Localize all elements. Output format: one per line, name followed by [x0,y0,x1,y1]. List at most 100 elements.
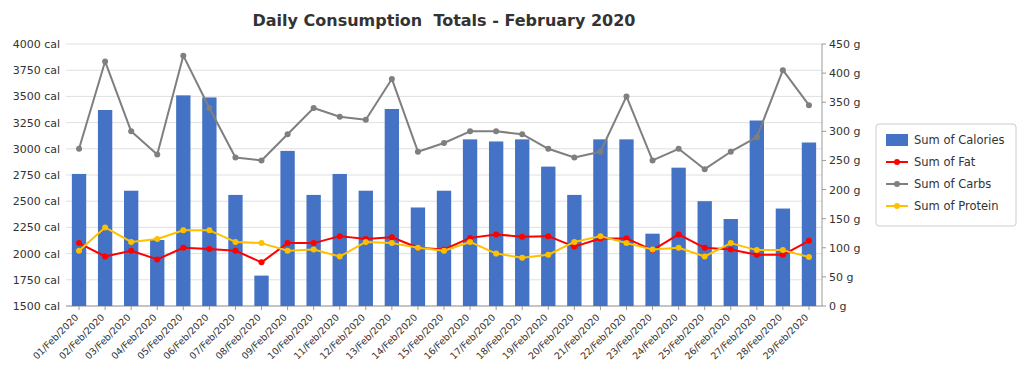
marker [415,245,421,251]
x-tick-label: 29/Feb/2020 [761,312,811,362]
marker [467,239,473,245]
marker [102,254,108,260]
bar [385,109,399,306]
marker [389,240,395,246]
y-tick-label: 2500 cal [13,195,60,208]
marker [623,93,629,99]
y2-tick-label: 300 g [829,125,860,138]
marker [180,245,186,251]
marker [337,254,343,260]
bar [619,139,633,306]
bar [124,191,138,306]
y2-tick [822,306,826,307]
x-tick [131,306,132,310]
x-tick [548,306,549,310]
marker [311,240,317,246]
marker [232,239,238,245]
marker [259,259,265,265]
y-tick-label: 2750 cal [13,169,60,182]
bar [150,240,164,306]
marker [415,149,421,155]
marker [232,248,238,254]
marker [311,247,317,253]
x-tick [808,306,809,310]
y2-tick [822,160,826,161]
marker [493,128,499,134]
marker [337,114,343,120]
x-tick [365,306,366,310]
x-tick [522,306,523,310]
y2-tick-label: 0 g [829,300,846,313]
marker [337,233,343,239]
x-tick [313,306,314,310]
x-tick [496,306,497,310]
marker [780,247,786,253]
y2-tick-label: 100 g [829,242,860,255]
marker [597,149,603,155]
marker [806,254,812,260]
y-tick-label: 3500 cal [13,90,60,103]
bar [176,95,190,306]
bar [280,151,294,306]
marker [806,238,812,244]
bar [802,143,816,306]
marker [806,102,812,108]
marker [519,234,525,240]
y-tick-label: 2000 cal [13,248,60,261]
x-tick [157,306,158,310]
y2-tick-label: 250 g [829,154,860,167]
marker [650,247,656,253]
chart: Daily Consumption Totals - February 2020… [0,0,1024,376]
line [79,234,809,262]
y2-tick [822,102,826,103]
marker [493,251,499,257]
x-tick [235,306,236,310]
y2-tick [822,73,826,74]
x-tick [417,306,418,310]
y-tick-label: 1750 cal [13,274,60,287]
legend-marker [894,159,900,165]
marker [676,146,682,152]
marker [493,231,499,237]
legend-box [876,124,1016,226]
x-tick [261,306,262,310]
marker [76,146,82,152]
marker [728,149,734,155]
legend-label: Sum of Fat [914,155,976,169]
marker [206,105,212,111]
marker [702,245,708,251]
marker [76,248,82,254]
bar [359,191,373,306]
bar [98,110,112,306]
x-tick [704,306,705,310]
marker [363,117,369,123]
x-tick [678,306,679,310]
marker [650,157,656,163]
marker [389,234,395,240]
x-tick [209,306,210,310]
marker [519,255,525,261]
marker [571,155,577,161]
marker [676,245,682,251]
marker [545,146,551,152]
marker [311,105,317,111]
y2-tick [822,189,826,190]
x-tick [339,306,340,310]
y2-tick-label: 50 g [829,271,853,284]
grid [66,44,822,306]
y2-tick-label: 450 g [829,38,860,51]
y-tick-label: 3750 cal [13,64,60,77]
marker [676,231,682,237]
legend-marker [894,181,900,187]
bar [515,139,529,306]
x-tick [626,306,627,310]
bar [463,139,477,306]
y-tick-label: 3000 cal [13,143,60,156]
y2-tick [822,247,826,248]
marker [180,227,186,233]
marker [232,155,238,161]
marker [259,157,265,163]
y-tick-label: 3250 cal [13,117,60,130]
marker [102,224,108,230]
marker [389,76,395,82]
